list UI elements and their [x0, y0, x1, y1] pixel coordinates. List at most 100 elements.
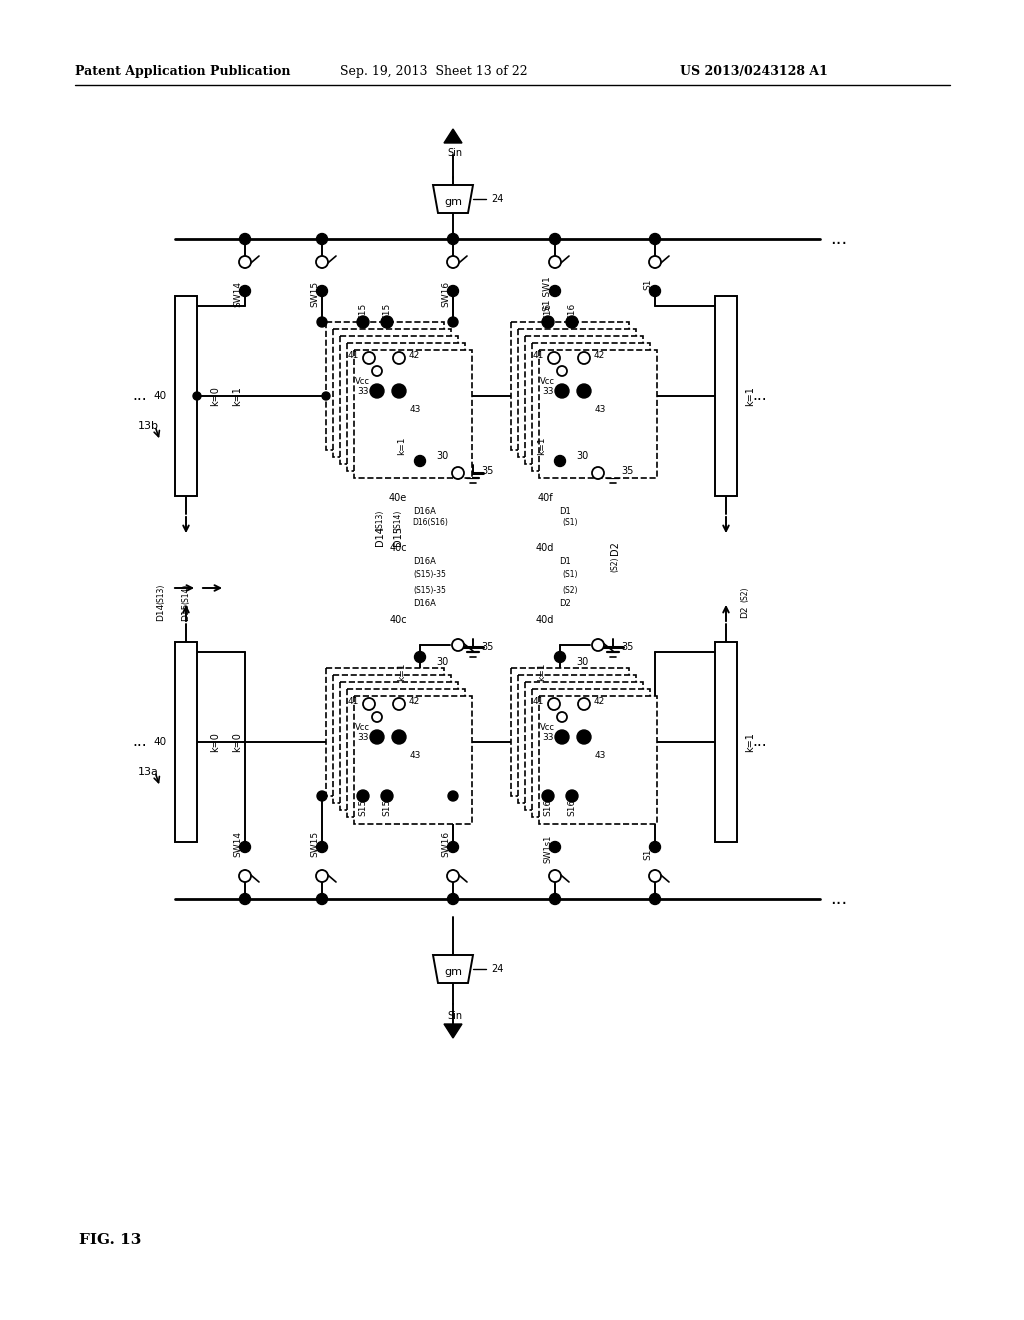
- Text: S16: S16: [544, 799, 553, 816]
- Bar: [354, 350, 472, 478]
- Text: D15: D15: [393, 525, 403, 546]
- Text: (S2): (S2): [610, 556, 620, 572]
- Circle shape: [447, 842, 459, 853]
- Text: ...: ...: [133, 388, 147, 404]
- Text: S15: S15: [358, 799, 368, 816]
- Text: Sep. 19, 2013  Sheet 13 of 22: Sep. 19, 2013 Sheet 13 of 22: [340, 66, 527, 78]
- Text: (S15)-35: (S15)-35: [414, 586, 446, 595]
- Circle shape: [357, 789, 369, 803]
- Text: 40d: 40d: [536, 543, 554, 553]
- Circle shape: [240, 842, 251, 853]
- Circle shape: [578, 698, 590, 710]
- Circle shape: [649, 256, 662, 268]
- Circle shape: [370, 384, 384, 399]
- Text: 42: 42: [594, 351, 605, 360]
- Circle shape: [550, 894, 560, 904]
- Circle shape: [415, 455, 426, 466]
- Circle shape: [549, 870, 561, 882]
- Circle shape: [578, 352, 590, 364]
- Circle shape: [555, 730, 569, 744]
- Circle shape: [555, 455, 565, 466]
- Circle shape: [193, 392, 201, 400]
- Text: k=0: k=0: [210, 733, 220, 752]
- Circle shape: [577, 730, 591, 744]
- Text: k=1: k=1: [397, 663, 407, 681]
- Text: (S13): (S13): [157, 583, 166, 605]
- Bar: [715, 296, 737, 496]
- Polygon shape: [444, 1024, 462, 1038]
- Text: S1 SW1: S1 SW1: [544, 277, 553, 312]
- Text: k=1: k=1: [538, 663, 547, 681]
- Text: 30: 30: [575, 451, 588, 461]
- Text: Vcc: Vcc: [355, 722, 370, 731]
- Text: (S2): (S2): [562, 586, 578, 595]
- Text: 35: 35: [622, 642, 634, 652]
- Circle shape: [316, 894, 328, 904]
- Text: 30: 30: [436, 657, 449, 667]
- Circle shape: [316, 256, 328, 268]
- Text: D16A: D16A: [414, 557, 436, 565]
- Text: 30: 30: [436, 451, 449, 461]
- Text: 40f: 40f: [538, 492, 553, 503]
- Circle shape: [381, 315, 393, 327]
- Text: 43: 43: [594, 404, 605, 413]
- Bar: [532, 689, 650, 817]
- Bar: [525, 682, 643, 810]
- Text: SW15: SW15: [310, 281, 319, 308]
- Circle shape: [550, 842, 560, 853]
- Circle shape: [649, 842, 660, 853]
- Circle shape: [447, 870, 459, 882]
- Text: D2: D2: [610, 541, 620, 554]
- Circle shape: [550, 285, 560, 297]
- Bar: [347, 689, 465, 817]
- Circle shape: [649, 870, 662, 882]
- Circle shape: [317, 317, 327, 327]
- Text: D2: D2: [740, 606, 750, 618]
- Text: k=1: k=1: [397, 437, 407, 455]
- Circle shape: [239, 870, 251, 882]
- Text: ...: ...: [830, 230, 847, 248]
- Text: D2: D2: [559, 598, 570, 607]
- Circle shape: [393, 352, 406, 364]
- Circle shape: [549, 256, 561, 268]
- Circle shape: [555, 384, 569, 399]
- Text: Sin: Sin: [447, 1011, 463, 1020]
- Text: SW16: SW16: [441, 281, 451, 308]
- Text: S15: S15: [358, 302, 368, 319]
- Text: 33: 33: [357, 387, 369, 396]
- Circle shape: [557, 366, 567, 376]
- Text: 35: 35: [482, 466, 495, 477]
- Bar: [715, 642, 737, 842]
- Text: S1: S1: [643, 849, 652, 859]
- Circle shape: [240, 285, 251, 297]
- Circle shape: [566, 315, 578, 327]
- Text: ...: ...: [753, 388, 767, 404]
- Text: 42: 42: [409, 351, 420, 360]
- Circle shape: [452, 467, 464, 479]
- Text: S16: S16: [567, 799, 577, 816]
- Text: 41: 41: [532, 351, 544, 360]
- Text: D16A: D16A: [414, 507, 436, 516]
- Circle shape: [592, 639, 604, 651]
- Text: S15: S15: [383, 302, 391, 319]
- Text: D1: D1: [559, 507, 570, 516]
- Text: SW1s1: SW1s1: [544, 834, 553, 863]
- Circle shape: [316, 285, 328, 297]
- Circle shape: [393, 698, 406, 710]
- Text: 43: 43: [410, 751, 421, 759]
- Text: ...: ...: [133, 734, 147, 750]
- Text: 40c: 40c: [389, 615, 407, 624]
- Bar: [333, 329, 451, 457]
- Text: 33: 33: [357, 733, 369, 742]
- Polygon shape: [444, 129, 462, 143]
- Circle shape: [392, 384, 406, 399]
- Circle shape: [566, 789, 578, 803]
- Text: D14: D14: [157, 603, 166, 622]
- Bar: [511, 322, 629, 450]
- Circle shape: [370, 730, 384, 744]
- Circle shape: [548, 352, 560, 364]
- Circle shape: [372, 711, 382, 722]
- Circle shape: [447, 256, 459, 268]
- Text: 24: 24: [490, 194, 504, 205]
- Text: gm: gm: [444, 197, 462, 207]
